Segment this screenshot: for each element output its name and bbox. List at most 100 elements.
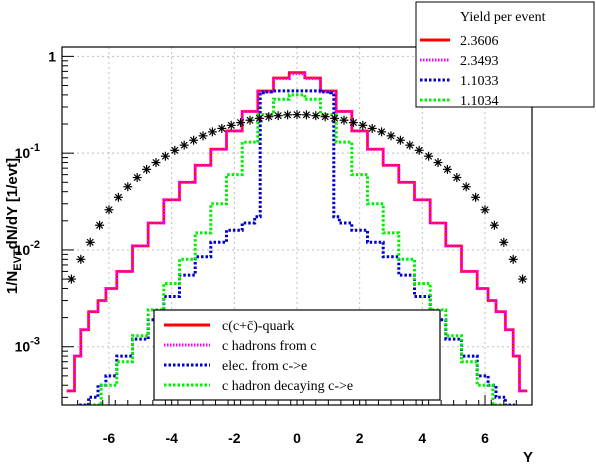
star-marker — [461, 182, 471, 192]
marker-stroke — [425, 152, 433, 160]
star-marker — [480, 205, 490, 215]
star-marker — [113, 192, 123, 202]
marker-stroke — [246, 116, 254, 124]
star-marker — [292, 110, 302, 120]
star-marker — [405, 140, 415, 150]
star-marker — [151, 158, 161, 168]
star-marker — [264, 112, 274, 122]
marker-stroke — [302, 111, 310, 119]
marker-stroke — [472, 193, 480, 201]
yield-legend-box — [415, 1, 595, 108]
series-line-3 — [79, 89, 515, 405]
marker-stroke — [255, 114, 263, 122]
star-marker — [207, 127, 217, 137]
star-marker — [414, 145, 424, 155]
marker-stroke — [208, 128, 216, 136]
marker-stroke — [321, 113, 329, 121]
star-marker — [198, 131, 208, 141]
star-marker — [320, 112, 330, 122]
x-tick-label: -2 — [228, 430, 241, 446]
y-tick-label: 1 — [48, 48, 56, 64]
marker-stroke — [349, 119, 357, 127]
star-marker — [301, 110, 311, 120]
star-marker — [395, 135, 405, 145]
star-marker — [518, 274, 528, 284]
marker-stroke — [490, 221, 498, 229]
star-marker — [499, 237, 509, 247]
yield-legend-value: 2.3493 — [460, 54, 499, 69]
star-marker — [104, 205, 114, 215]
star-marker — [66, 274, 76, 284]
star-marker — [330, 113, 340, 123]
star-marker — [424, 151, 434, 161]
star-marker — [217, 123, 227, 133]
x-tick-label: -6 — [103, 430, 116, 446]
star-marker — [179, 140, 189, 150]
star-marker — [236, 118, 246, 128]
x-tick-label: 6 — [481, 430, 489, 446]
yield-legend-value: 1.1033 — [460, 74, 499, 89]
yield-legend: Yield per event 2.3606 2.3493 1.1033 1.1034 — [415, 1, 595, 109]
star-marker — [132, 173, 142, 183]
marker-stroke — [509, 255, 517, 263]
marker-stroke — [227, 121, 235, 129]
y-tick-label: 10-1 — [15, 142, 40, 161]
star-marker — [273, 111, 283, 121]
series-legend-label: elec. from c->e — [222, 359, 307, 374]
marker-stroke — [274, 112, 282, 120]
marker-stroke — [387, 132, 395, 140]
star-marker — [386, 131, 396, 141]
axis-ticks: -6 -4 -2 0 2 4 6 1 10-1 10-2 10-3 — [15, 48, 517, 446]
star-marker — [471, 192, 481, 202]
star-marker — [226, 120, 236, 130]
marker-stroke — [284, 111, 292, 119]
marker-stroke — [368, 124, 376, 133]
star-marker — [489, 220, 499, 230]
marker-stroke — [133, 173, 141, 182]
star-marker — [245, 115, 255, 125]
yield-legend-value: 1.1034 — [460, 94, 499, 109]
marker-stroke — [171, 146, 179, 154]
marker-stroke — [415, 146, 423, 154]
series-legend-label: c hadrons from c — [222, 339, 316, 354]
series-line-2 — [66, 72, 528, 393]
marker-stroke — [218, 124, 226, 133]
star-marker — [254, 113, 264, 123]
yield-legend-title: Yield per event — [460, 10, 546, 25]
marker-stroke — [443, 165, 451, 173]
series-legend-label: c(c+c̄)-quark — [222, 319, 294, 334]
marker-stroke — [396, 136, 404, 144]
star-marker — [339, 115, 349, 125]
x-tick-label: -4 — [165, 430, 178, 446]
marker-stroke — [237, 119, 245, 127]
marker-stroke — [67, 275, 75, 283]
marker-stroke — [500, 238, 508, 246]
y-axis-title-group: 1/NEVTdN/dY [1/evt] — [4, 158, 24, 294]
star-marker — [442, 164, 452, 174]
marker-stroke — [331, 114, 339, 122]
marker-stroke — [359, 121, 367, 129]
series-legend: c(c+c̄)-quark c hadrons from c elec. from … — [153, 309, 441, 401]
y-tick-label: 10-3 — [15, 336, 40, 355]
marker-stroke — [143, 165, 151, 173]
marker-stroke — [519, 275, 527, 283]
star-marker — [142, 164, 152, 174]
yield-legend-value: 2.3606 — [460, 34, 499, 49]
star-marker — [160, 151, 170, 161]
star-marker — [170, 145, 180, 155]
star-marker — [95, 220, 105, 230]
y-axis-title: 1/NEVTdN/dY [1/evt] — [4, 158, 24, 294]
marker-stroke — [96, 221, 104, 229]
star-marker — [311, 111, 321, 121]
star-marker — [367, 123, 377, 133]
star-marker — [85, 237, 95, 247]
marker-stroke — [199, 132, 207, 140]
star-marker — [189, 135, 199, 145]
marker-stroke — [114, 193, 122, 201]
x-axis-title: Y — [523, 449, 533, 466]
series-legend-label: c hadron decaying c->e — [222, 379, 353, 394]
marker-stroke — [453, 173, 461, 182]
star-marker — [433, 158, 443, 168]
star-marker — [452, 173, 462, 183]
